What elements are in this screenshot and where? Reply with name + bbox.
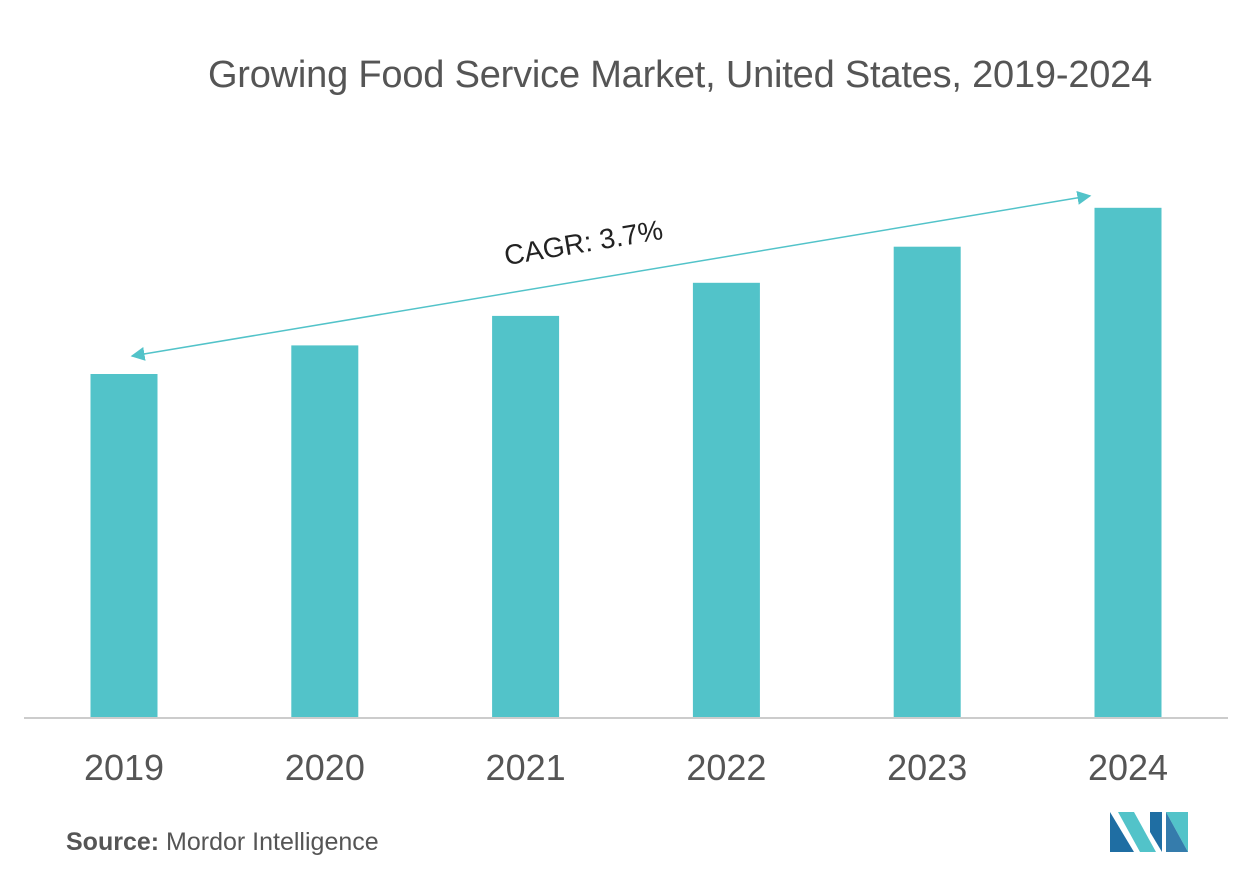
cagr-label: CAGR: 3.7% (502, 214, 665, 271)
x-tick-label-2023: 2023 (887, 747, 967, 788)
x-tick-label-2019: 2019 (84, 747, 164, 788)
cagr-arrow (130, 190, 1092, 361)
chart-title: Growing Food Service Market, United Stat… (207, 54, 1153, 96)
bar-2020 (291, 345, 359, 718)
x-tick-label-2020: 2020 (285, 747, 365, 788)
source-text: Mordor Intelligence (166, 828, 379, 856)
bar-chart: 2019 2020 2021 2022 2023 2024 CAGR: 3.7% (24, 190, 1228, 788)
source-prefix: Source: (66, 828, 160, 856)
mordor-intelligence-logo-icon (1110, 812, 1188, 852)
x-tick-label-2024: 2024 (1088, 747, 1168, 788)
x-tick-label-2021: 2021 (486, 747, 566, 788)
bar-2021 (492, 315, 560, 718)
bar-2019 (90, 374, 158, 718)
bar-2022 (692, 282, 760, 718)
source-note: Source: Mordor Intelligence (66, 828, 379, 857)
bar-2023 (893, 246, 961, 718)
bar-2024 (1094, 207, 1162, 719)
x-tick-label-2022: 2022 (686, 747, 766, 788)
